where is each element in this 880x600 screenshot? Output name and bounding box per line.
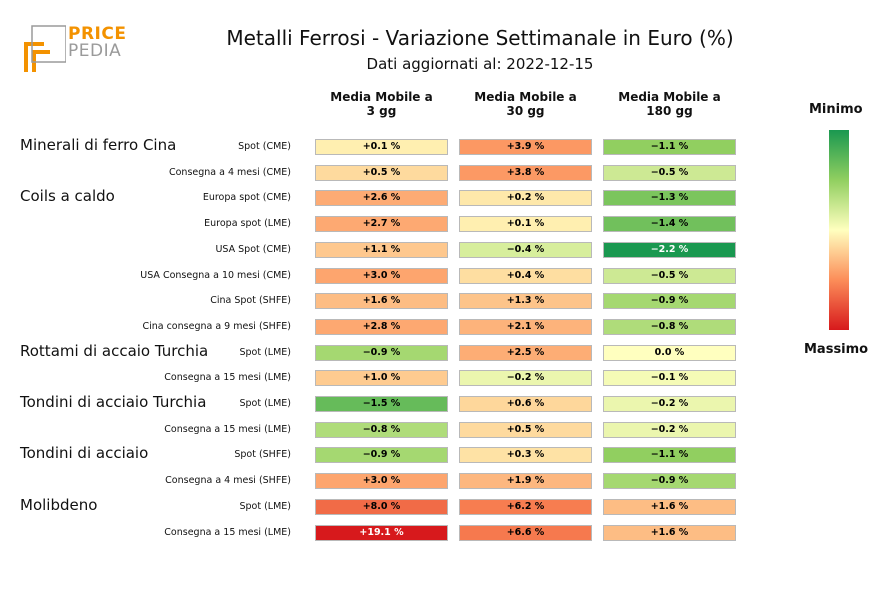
heatmap-cell: −0.9 % <box>315 447 448 464</box>
chart-title: Metalli Ferrosi - Variazione Settimanale… <box>226 26 734 50</box>
heatmap-cell: +2.1 % <box>459 318 592 335</box>
heatmap-cell: −0.5 % <box>603 267 736 284</box>
row-label: Spot (LME) <box>239 398 291 409</box>
heatmap-cell: −0.1 % <box>603 370 736 387</box>
heatmap-cell: −1.5 % <box>315 396 448 412</box>
heatmap-cell: −1.1 % <box>603 139 736 155</box>
row-label: Consegna a 15 mesi (LME) <box>164 423 291 435</box>
group-label: Tondini di acciaio Turchia <box>20 393 207 411</box>
row-label: Spot (CME) <box>238 141 291 152</box>
group-label: Rottami di accaio Turchia <box>20 341 209 360</box>
heatmap-cell: +1.9 % <box>459 473 592 490</box>
heatmap-cell: +3.0 % <box>315 473 448 490</box>
heatmap-cell: −0.2 % <box>603 396 736 412</box>
heatmap-cell: +0.2 % <box>459 190 592 207</box>
row-label: USA Consegna a 10 mesi (CME) <box>140 269 291 281</box>
group-label: Tondini di acciaio <box>20 444 149 463</box>
heatmap-cell: −0.9 % <box>315 344 448 361</box>
heatmap-cell: +0.4 % <box>459 267 592 284</box>
heatmap-cell: −0.4 % <box>459 241 592 258</box>
heatmap-cell: +2.6 % <box>315 190 448 207</box>
row-label: Consegna a 4 mesi (CME) <box>168 166 291 178</box>
heatmap-cell: −0.9 % <box>603 293 736 310</box>
heatmap-cell: +1.3 % <box>459 293 592 310</box>
heatmap-cell: +3.8 % <box>459 164 592 181</box>
heatmap-cell: −0.2 % <box>603 421 736 438</box>
row-label: USA Spot (CME) <box>215 243 291 255</box>
group-label: Coils a caldo <box>20 187 115 206</box>
heatmap-cell: −1.4 % <box>603 216 736 233</box>
row-label: Spot (LME) <box>239 500 291 512</box>
heatmap-cell: −1.1 % <box>603 447 736 464</box>
heatmap-cell: −0.8 % <box>603 318 736 335</box>
heatmap-cell: +19.1 % <box>315 524 448 541</box>
heatmap-cell: +1.6 % <box>603 498 736 515</box>
heatmap-cell: +0.1 % <box>315 139 448 155</box>
heatmap-cell: 0.0 % <box>603 344 736 361</box>
heatmap-cell: +6.6 % <box>459 524 592 541</box>
heatmap-cell: −0.2 % <box>459 370 592 387</box>
row-label: Europa spot (CME) <box>202 192 291 204</box>
row-label: Spot (SHFE) <box>234 449 291 461</box>
heatmap-cell: +3.9 % <box>459 139 592 155</box>
colorbar-max-label: Massimo <box>804 342 869 357</box>
row-label: Consegna a 15 mesi (LME) <box>164 526 291 538</box>
heatmap-cell: −2.2 % <box>603 241 736 258</box>
row-label: Consegna a 4 mesi (SHFE) <box>165 475 291 487</box>
colorbar <box>829 130 849 330</box>
heatmap-cell: +1.6 % <box>315 293 448 310</box>
heatmap-cell: +0.5 % <box>459 421 592 438</box>
heatmap-cell: +2.7 % <box>315 216 448 233</box>
heatmap-cell: +3.0 % <box>315 267 448 284</box>
heatmap-cell: +1.0 % <box>315 370 448 387</box>
heatmap-cell: +6.2 % <box>459 498 592 515</box>
group-label: Minerali di ferro Cina <box>20 136 177 154</box>
chart-subtitle: Dati aggiornati al: 2022-12-15 <box>366 55 594 73</box>
heatmap-cell: −0.5 % <box>603 164 736 181</box>
colorbar-min-label: Minimo <box>809 102 863 117</box>
heatmap-cell: +1.1 % <box>315 241 448 258</box>
group-label: Molibdeno <box>20 495 98 514</box>
heatmap-cell: −0.8 % <box>315 421 448 438</box>
row-label: Cina consegna a 9 mesi (SHFE) <box>142 320 291 332</box>
heatmap-cell: +0.5 % <box>315 164 448 181</box>
heatmap-cell: +8.0 % <box>315 498 448 515</box>
heatmap-cell: +0.3 % <box>459 447 592 464</box>
pricepedia-logo: PRICE PEDIA <box>20 24 130 74</box>
logo-text-price: PRICE <box>68 24 127 44</box>
logo-text-pedia: PEDIA <box>68 41 122 61</box>
column-header: Media Mobile a 180 gg <box>618 90 721 118</box>
row-label: Europa spot (LME) <box>204 218 291 230</box>
row-label: Consegna a 15 mesi (LME) <box>164 372 291 384</box>
heatmap-cell: +2.5 % <box>459 344 592 361</box>
heatmap-cell: −1.3 % <box>603 190 736 207</box>
heatmap-cell: +0.6 % <box>459 396 592 412</box>
heatmap-cell: −0.9 % <box>603 473 736 490</box>
column-header: Media Mobile a 3 gg <box>330 90 433 118</box>
heatmap-cell: +2.8 % <box>315 318 448 335</box>
heatmap-cell: +0.1 % <box>459 216 592 233</box>
column-header: Media Mobile a 30 gg <box>474 90 577 118</box>
logo-mark-icon <box>24 25 66 72</box>
heatmap-cell: +1.6 % <box>603 524 736 541</box>
row-label: Spot (LME) <box>239 346 291 358</box>
row-label: Cina Spot (SHFE) <box>210 295 291 307</box>
